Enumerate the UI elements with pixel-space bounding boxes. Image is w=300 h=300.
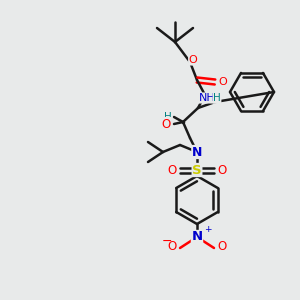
Text: O: O — [218, 164, 226, 176]
Text: −: − — [162, 235, 172, 248]
Text: H: H — [164, 112, 172, 122]
Text: H: H — [213, 93, 221, 103]
Text: NH: NH — [199, 93, 215, 103]
Text: O: O — [218, 239, 226, 253]
Text: O: O — [219, 77, 227, 87]
Text: O: O — [167, 164, 177, 176]
Text: O: O — [167, 239, 177, 253]
Text: O: O — [189, 55, 197, 65]
Text: S: S — [192, 164, 202, 176]
Text: N: N — [191, 230, 203, 244]
Text: N: N — [192, 146, 202, 158]
Text: +: + — [204, 225, 212, 234]
Text: O: O — [161, 118, 171, 130]
